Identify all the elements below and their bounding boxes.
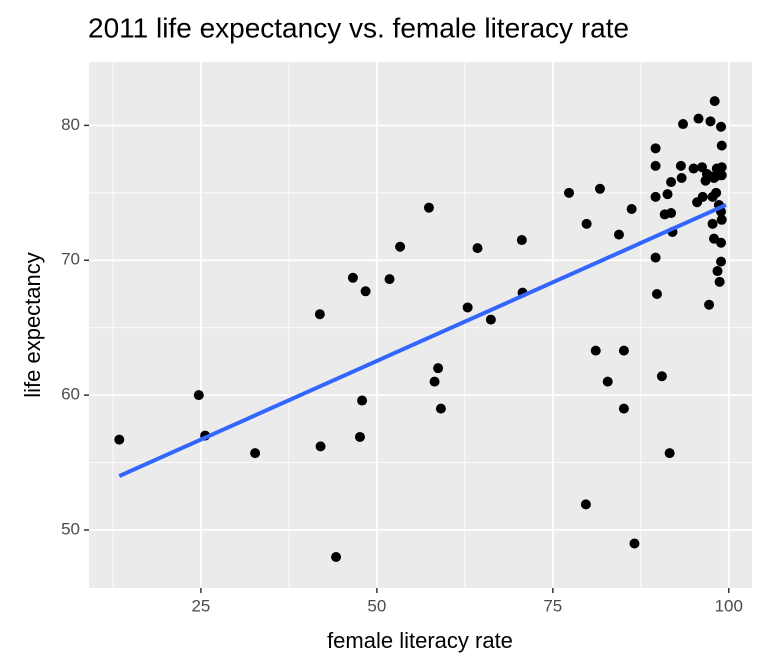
y-tick-label: 70 [61,250,80,269]
point [656,371,667,382]
point [590,345,601,356]
point [602,376,613,387]
point [693,113,704,124]
point [707,218,718,229]
point [114,434,125,445]
point [435,403,446,414]
x-tick-label: 75 [543,596,562,615]
point [714,276,725,287]
point [462,302,473,313]
point [613,229,624,240]
x-tick-label: 50 [367,596,386,615]
point [594,183,605,194]
point [666,177,677,188]
point [712,266,723,277]
point [580,499,591,510]
point [581,218,592,229]
x-axis-title: female literacy rate [327,628,513,653]
point [360,286,371,297]
point [716,170,727,181]
plot-panel [89,62,752,588]
fit-line [118,203,727,478]
point [429,376,440,387]
point [651,288,662,299]
point [716,121,727,132]
point [629,538,640,549]
point [347,272,358,283]
point [716,214,727,225]
point [331,551,342,562]
point [516,235,527,246]
chart-title: 2011 life expectancy vs. female literacy… [88,12,629,43]
point [716,140,727,151]
point [705,116,716,127]
point [354,431,365,442]
point [666,208,677,219]
point [688,163,699,174]
point [626,204,637,215]
y-tick-label: 60 [61,385,80,404]
point [384,274,395,285]
point [357,395,368,406]
point [193,390,204,401]
point [250,448,261,459]
point [678,119,689,130]
y-tick-label: 50 [61,519,80,538]
point [650,252,661,263]
point [395,241,406,252]
point [485,314,496,325]
point [716,256,727,267]
point [676,172,687,183]
point [662,189,673,200]
point [618,345,629,356]
point [618,403,629,414]
point [650,160,661,171]
point [650,191,661,202]
point [716,237,727,248]
x-tick-label: 100 [715,596,743,615]
point [709,96,720,107]
point [711,187,722,198]
point [315,441,326,452]
point [472,243,483,254]
point [716,162,727,173]
x-tick-label: 25 [191,596,210,615]
y-axis-title: life expectancy [20,252,45,398]
point [423,202,434,213]
point [650,143,661,154]
point [664,448,675,459]
point [564,187,575,198]
point [433,363,444,374]
y-tick-label: 80 [61,115,80,134]
point [314,309,325,320]
point [697,191,708,202]
point [704,299,715,310]
point [675,160,686,171]
